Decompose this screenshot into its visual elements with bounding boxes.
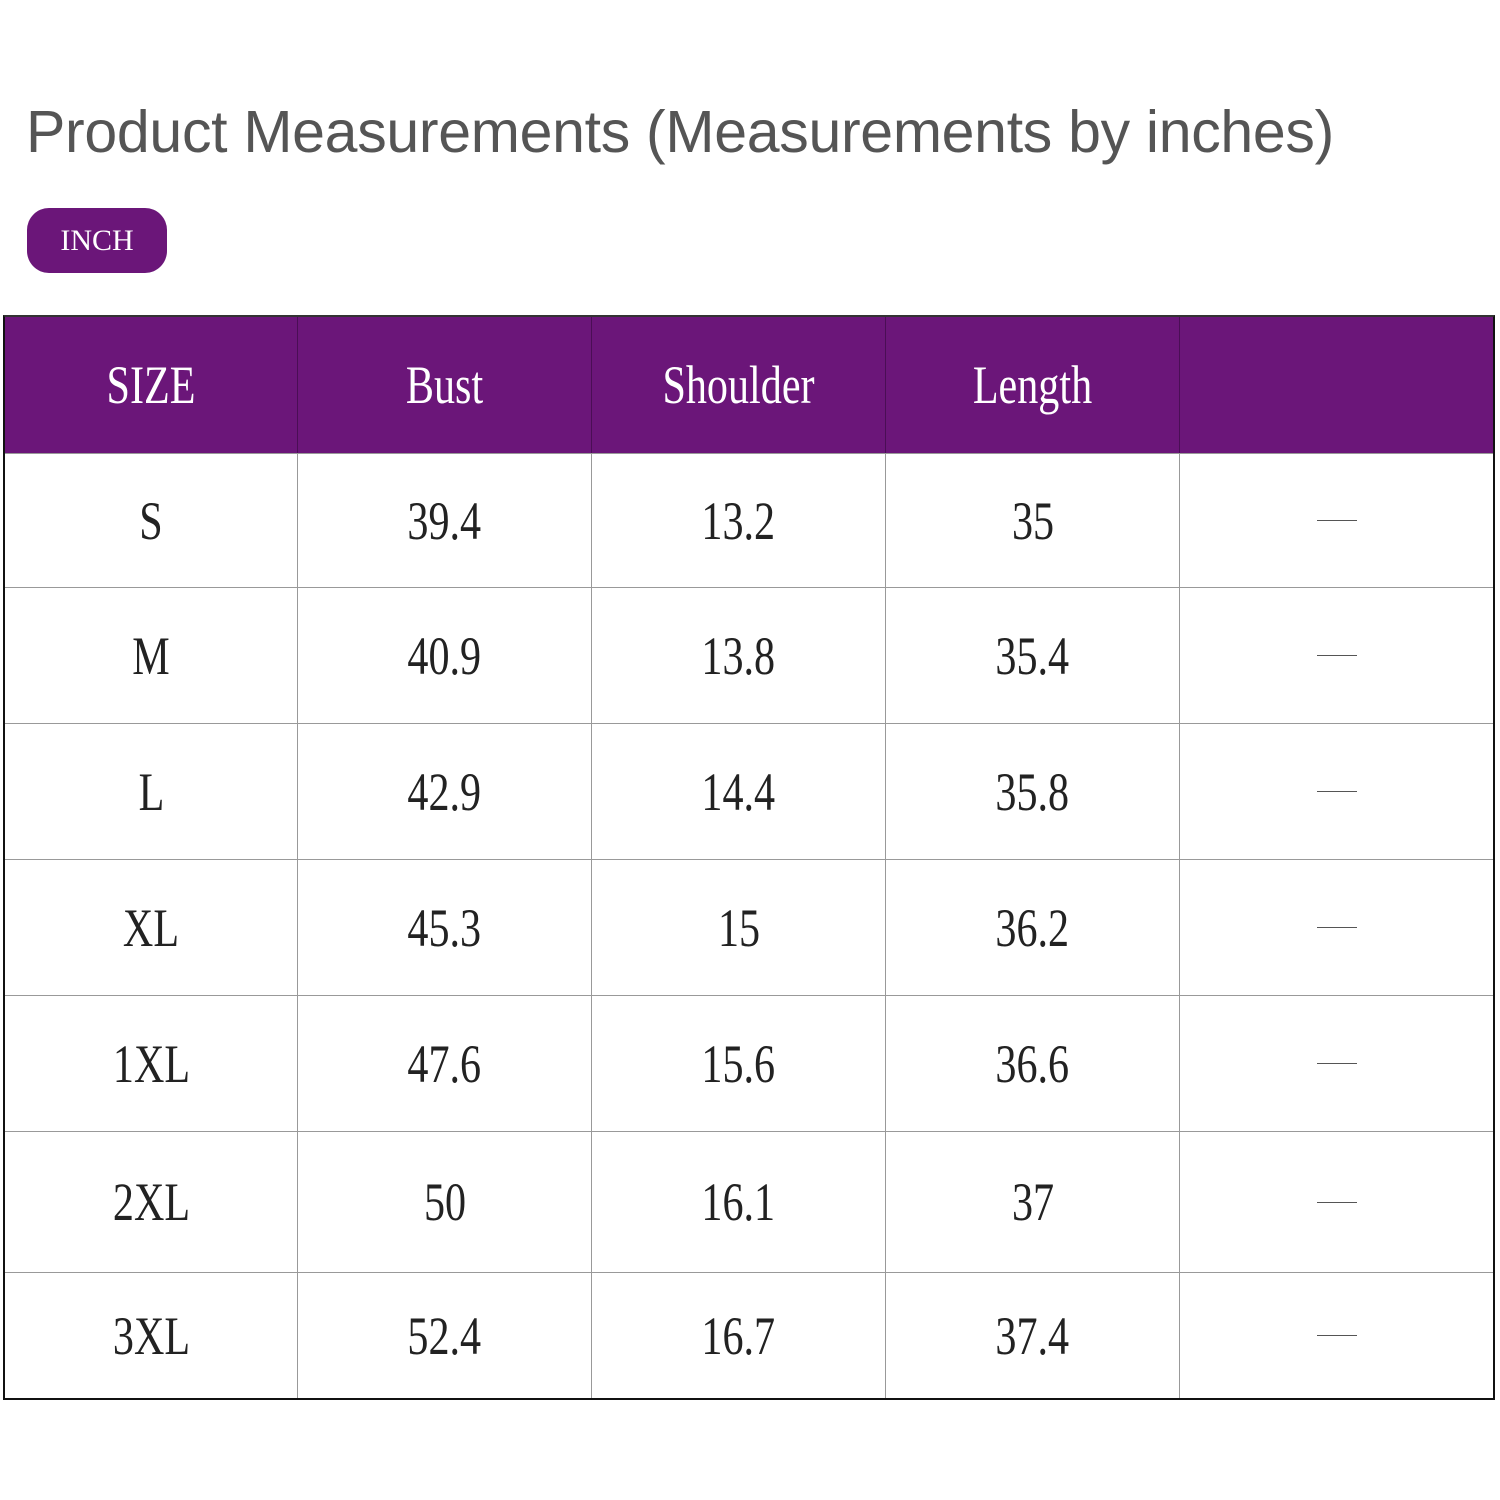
column-header-label: SIZE	[106, 355, 196, 415]
cell-value: 42.9	[407, 761, 482, 822]
size-table: SIZE Bust Shoulder Length S 39.4 13.2 35 — M 40.9 1…	[3, 315, 1495, 1400]
table-cell: 16.1	[591, 1132, 885, 1272]
cell-value: 13.8	[701, 625, 776, 686]
page-title: Product Measurements (Measurements by in…	[26, 99, 1334, 165]
empty-dash: —	[1316, 1335, 1357, 1336]
empty-dash: —	[1316, 791, 1357, 792]
table-cell: —	[1179, 454, 1493, 587]
cell-value: 15	[717, 897, 760, 958]
column-header-label: Shoulder	[662, 355, 815, 415]
table-cell: —	[1179, 724, 1493, 859]
table-cell: 13.8	[591, 588, 885, 723]
cell-value: 35.4	[995, 625, 1070, 686]
table-cell: 40.9	[297, 588, 591, 723]
cell-value: 16.1	[701, 1172, 776, 1232]
cell-value: 3XL	[112, 1305, 190, 1366]
cell-value: 40.9	[407, 625, 482, 686]
cell-value: XL	[122, 897, 180, 958]
table-cell: M	[5, 588, 297, 723]
column-header	[1179, 317, 1493, 453]
cell-value: 36.6	[995, 1033, 1070, 1094]
empty-dash: —	[1316, 927, 1357, 928]
column-header: SIZE	[5, 317, 297, 453]
table-cell: 13.2	[591, 454, 885, 587]
cell-value: 37.4	[995, 1305, 1070, 1366]
column-header: Bust	[297, 317, 591, 453]
cell-value: 45.3	[407, 897, 482, 958]
column-header: Shoulder	[591, 317, 885, 453]
column-header: Length	[885, 317, 1179, 453]
table-cell: 3XL	[5, 1273, 297, 1398]
table-cell: —	[1179, 860, 1493, 995]
table-cell: 42.9	[297, 724, 591, 859]
cell-value: 36.2	[995, 897, 1070, 958]
column-header-label: Bust	[405, 355, 484, 415]
cell-value: 50	[423, 1172, 466, 1232]
table-cell: 14.4	[591, 724, 885, 859]
cell-value: 16.7	[701, 1305, 776, 1366]
table-row: M 40.9 13.8 35.4 —	[5, 587, 1493, 723]
table-cell: XL	[5, 860, 297, 995]
table-row: 2XL 50 16.1 37 —	[5, 1131, 1493, 1272]
cell-value: M	[132, 625, 170, 686]
table-cell: —	[1179, 1132, 1493, 1272]
table-cell: 1XL	[5, 996, 297, 1131]
header-row: SIZE Bust Shoulder Length	[5, 317, 1493, 453]
cell-value: 52.4	[407, 1305, 482, 1366]
table-cell: 35	[885, 454, 1179, 587]
table-cell: 39.4	[297, 454, 591, 587]
table-cell: 37.4	[885, 1273, 1179, 1398]
table-cell: 52.4	[297, 1273, 591, 1398]
table-row: L 42.9 14.4 35.8 —	[5, 723, 1493, 859]
table-cell: 2XL	[5, 1132, 297, 1272]
table-cell: S	[5, 454, 297, 587]
table-row: S 39.4 13.2 35 —	[5, 453, 1493, 587]
cell-value: 2XL	[112, 1172, 190, 1232]
table-cell: 47.6	[297, 996, 591, 1131]
cell-value: 37	[1011, 1172, 1054, 1232]
table-row: 1XL 47.6 15.6 36.6 —	[5, 995, 1493, 1131]
table-cell: 36.6	[885, 996, 1179, 1131]
table-cell: 16.7	[591, 1273, 885, 1398]
cell-value: S	[139, 490, 163, 551]
cell-value: 14.4	[701, 761, 776, 822]
table-cell: L	[5, 724, 297, 859]
table-cell: 15.6	[591, 996, 885, 1131]
cell-value: 1XL	[112, 1033, 190, 1094]
table-cell: —	[1179, 996, 1493, 1131]
cell-value: 39.4	[407, 490, 482, 551]
empty-dash: —	[1316, 520, 1357, 521]
empty-dash: —	[1316, 655, 1357, 656]
unit-badge: INCH	[27, 208, 167, 273]
cell-value: 35	[1011, 490, 1054, 551]
table-cell: 35.8	[885, 724, 1179, 859]
table-cell: —	[1179, 1273, 1493, 1398]
table-cell: 45.3	[297, 860, 591, 995]
empty-dash: —	[1316, 1063, 1357, 1064]
table-cell: —	[1179, 588, 1493, 723]
cell-value: 15.6	[701, 1033, 776, 1094]
table-cell: 50	[297, 1132, 591, 1272]
table-row: 3XL 52.4 16.7 37.4 —	[5, 1272, 1493, 1398]
cell-value: L	[138, 761, 164, 822]
table-cell: 15	[591, 860, 885, 995]
table-row: XL 45.3 15 36.2 —	[5, 859, 1493, 995]
empty-dash: —	[1316, 1201, 1357, 1203]
cell-value: 13.2	[701, 490, 776, 551]
cell-value: 47.6	[407, 1033, 482, 1094]
table-cell: 36.2	[885, 860, 1179, 995]
table-cell: 35.4	[885, 588, 1179, 723]
column-header-label: Length	[972, 355, 1093, 415]
table-cell: 37	[885, 1132, 1179, 1272]
cell-value: 35.8	[995, 761, 1070, 822]
